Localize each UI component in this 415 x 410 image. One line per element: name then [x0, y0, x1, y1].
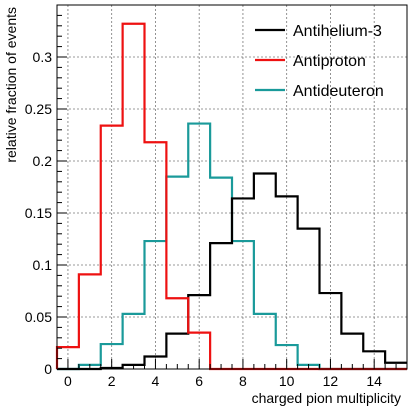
- series-antideuteron: [57, 122, 407, 371]
- grid-lines: [57, 5, 407, 370]
- x-axis-label: charged pion multiplicity: [252, 390, 401, 406]
- y-tick-label: 0: [44, 361, 52, 377]
- y-tick-label: 0.25: [25, 101, 52, 117]
- y-tick-label: 0.15: [25, 205, 52, 221]
- x-tick-label: 10: [279, 373, 295, 389]
- series-antihelium-3: [57, 172, 407, 371]
- y-axis-label: relative fraction of events: [3, 7, 19, 163]
- axis-ticks: 0 2 4 6 8 10 12 14 0 0.05 0.1 0.15 0.2 0.25 0.3: [25, 14, 408, 389]
- x-tick-label: 14: [366, 373, 382, 389]
- x-tick-label: 2: [108, 373, 116, 389]
- legend-label: Antihelium-3: [293, 23, 382, 40]
- x-tick-label: 4: [152, 373, 160, 389]
- legend-label: Antiproton: [293, 53, 366, 70]
- x-tick-label: 12: [323, 373, 339, 389]
- y-tick-label: 0.3: [33, 49, 53, 65]
- y-tick-label: 0.2: [33, 153, 53, 169]
- legend: Antihelium-3 Antiproton Antideuteron: [255, 23, 384, 100]
- x-tick-label: 8: [239, 373, 247, 389]
- x-tick-label: 0: [64, 373, 72, 389]
- y-tick-label: 0.05: [25, 309, 52, 325]
- legend-label: Antideuteron: [293, 83, 384, 100]
- y-tick-label: 0.1: [33, 257, 53, 273]
- x-tick-label: 6: [195, 373, 203, 389]
